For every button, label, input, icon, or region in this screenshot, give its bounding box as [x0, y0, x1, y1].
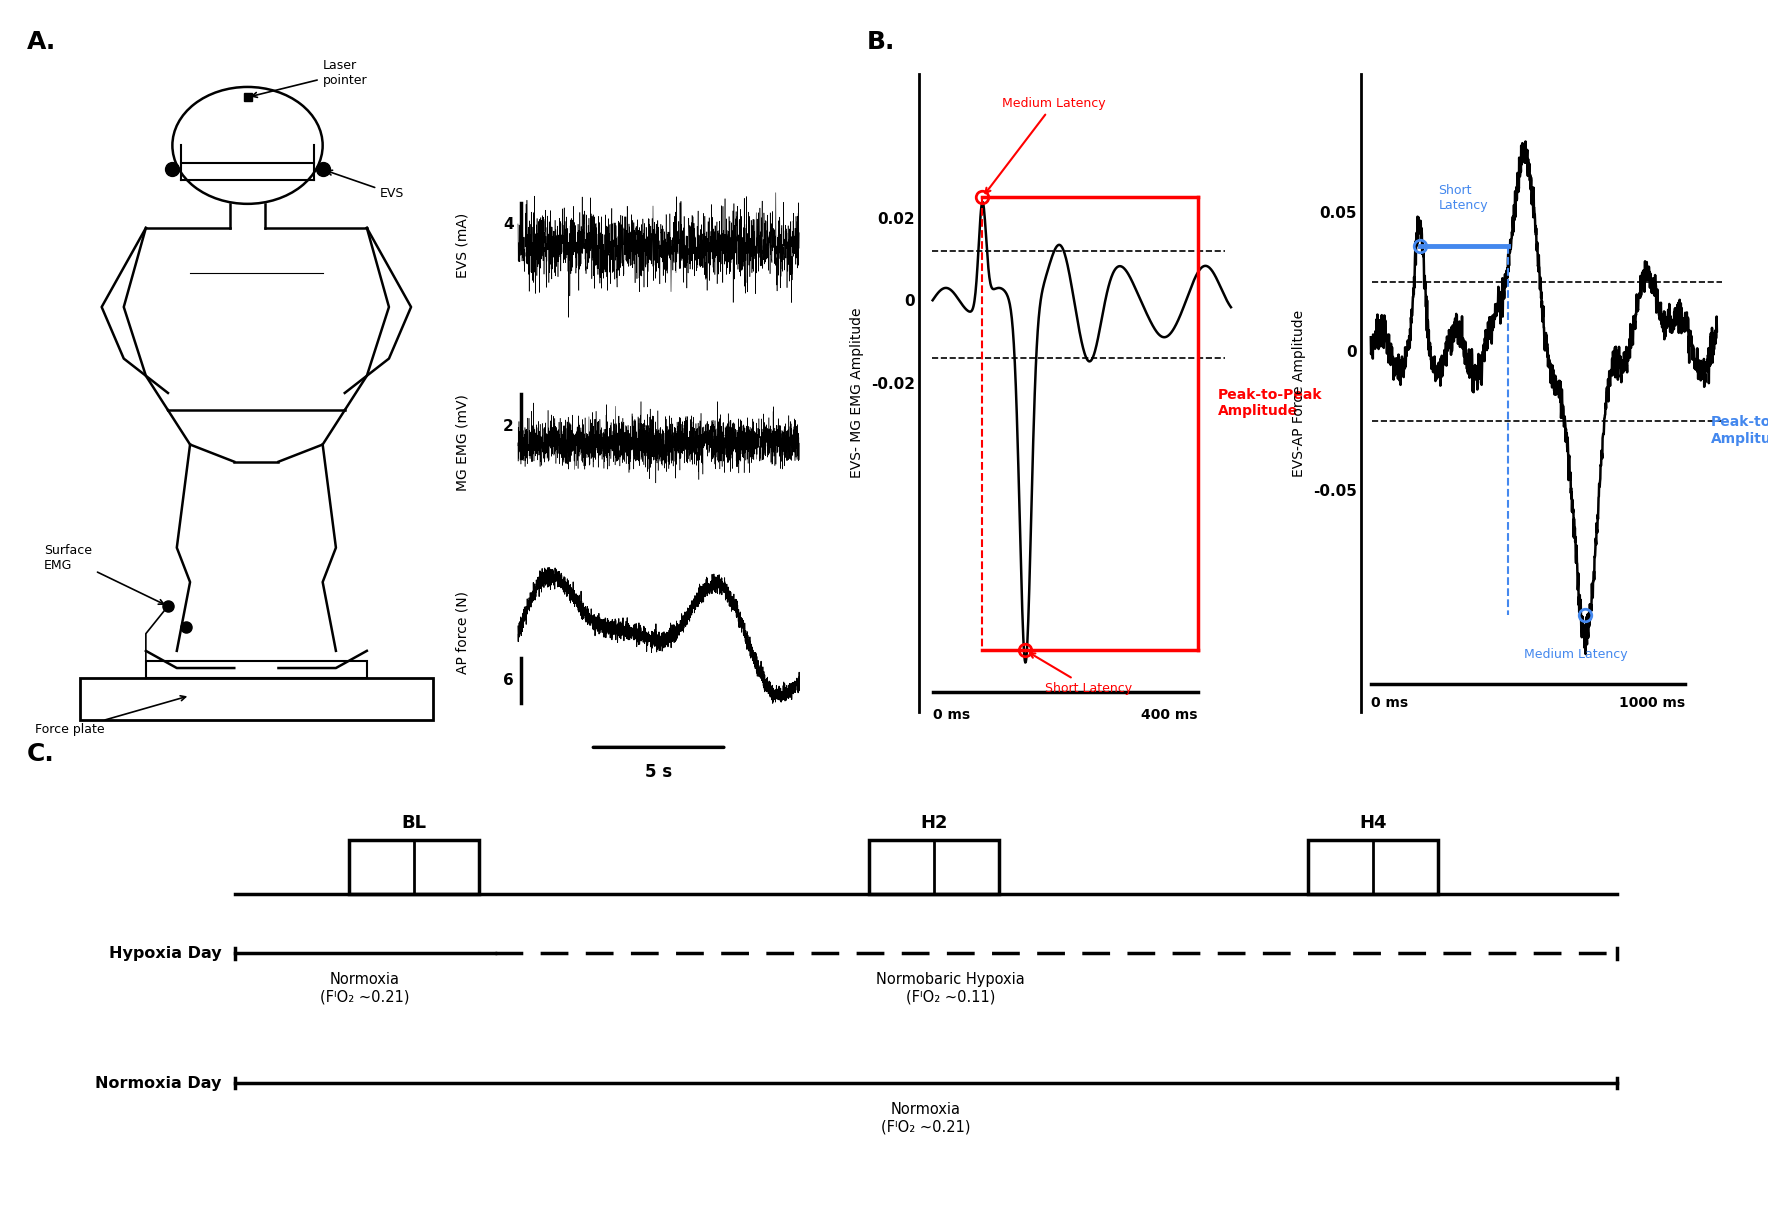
Text: 400 ms: 400 ms [1142, 709, 1199, 722]
Y-axis label: AP force (N): AP force (N) [454, 591, 469, 674]
Text: Medium Latency: Medium Latency [985, 97, 1105, 193]
Text: 1000 ms: 1000 ms [1619, 695, 1685, 710]
Text: Hypoxia Day: Hypoxia Day [110, 946, 221, 962]
Y-axis label: MG EMG (mV): MG EMG (mV) [454, 394, 469, 490]
Text: 6: 6 [502, 673, 514, 689]
Text: Normoxia Day: Normoxia Day [95, 1076, 221, 1090]
Text: B.: B. [866, 31, 895, 54]
Text: 0 ms: 0 ms [1370, 695, 1407, 710]
Bar [1308, 840, 1439, 894]
Y-axis label: EVS- MG EMG Amplitude: EVS- MG EMG Amplitude [850, 308, 865, 478]
Bar [348, 840, 479, 894]
Text: Normoxia
(FᴵO₂ ~0.21): Normoxia (FᴵO₂ ~0.21) [320, 973, 410, 1005]
Text: C.: C. [27, 743, 55, 766]
Text: Normoxia
(FᴵO₂ ~0.21): Normoxia (FᴵO₂ ~0.21) [880, 1102, 971, 1135]
Text: H4: H4 [1360, 814, 1388, 831]
Text: 0 ms: 0 ms [934, 709, 969, 722]
Text: Surface
EMG: Surface EMG [44, 544, 164, 604]
Y-axis label: EVS-AP Force Amplitude: EVS-AP Force Amplitude [1292, 309, 1307, 476]
Text: H2: H2 [921, 814, 948, 831]
Text: 4: 4 [504, 216, 514, 232]
Text: EVS: EVS [327, 171, 405, 200]
Text: BL: BL [401, 814, 426, 831]
Text: A.: A. [27, 31, 57, 54]
Bar [147, 661, 368, 678]
Text: Peak-to-Peak
Amplitude: Peak-to-Peak Amplitude [1218, 388, 1322, 419]
Bar [80, 678, 433, 720]
Text: Force plate: Force plate [35, 696, 186, 737]
Text: Laser
pointer: Laser pointer [253, 59, 368, 97]
Text: Short Latency: Short Latency [1029, 653, 1133, 695]
Y-axis label: EVS (mA): EVS (mA) [454, 212, 469, 279]
Bar [870, 840, 999, 894]
Text: Peak-to-Peak
Amplitude: Peak-to-Peak Amplitude [1711, 415, 1768, 446]
Text: Medium Latency: Medium Latency [1524, 648, 1627, 662]
Text: 5 s: 5 s [645, 764, 672, 781]
Text: Short
Latency: Short Latency [1439, 184, 1489, 212]
Text: 2: 2 [502, 419, 514, 433]
Text: Normobaric Hypoxia
(FᴵO₂ ~0.11): Normobaric Hypoxia (FᴵO₂ ~0.11) [877, 973, 1025, 1005]
